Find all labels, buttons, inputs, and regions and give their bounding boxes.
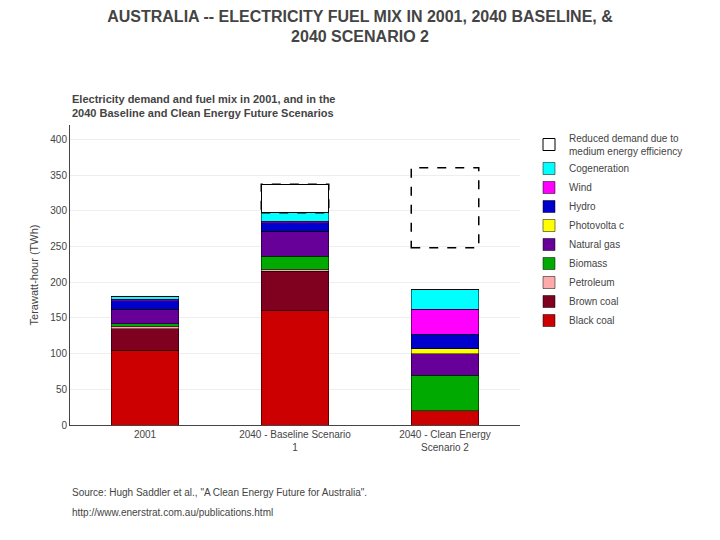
svg-text:200: 200 <box>50 277 67 288</box>
svg-text:250: 250 <box>50 241 67 252</box>
svg-text:Electricity demand and fuel mi: Electricity demand and fuel mix in 2001,… <box>72 93 335 119</box>
svg-text:Cogeneration: Cogeneration <box>569 163 629 174</box>
svg-text:150: 150 <box>50 312 67 323</box>
svg-text:AUSTRALIA -- ELECTRICITY FUEL: AUSTRALIA -- ELECTRICITY FUEL MIX IN 200… <box>107 8 613 46</box>
svg-text:350: 350 <box>50 170 67 181</box>
svg-text:300: 300 <box>50 205 67 216</box>
svg-text:400: 400 <box>50 134 67 145</box>
svg-text:Biomass: Biomass <box>569 258 607 269</box>
svg-text:http://www.enerstrat.com.au/pu: http://www.enerstrat.com.au/publications… <box>72 507 273 518</box>
svg-text:Petroleum: Petroleum <box>569 277 615 288</box>
svg-text:Wind: Wind <box>569 182 592 193</box>
svg-text:50: 50 <box>56 384 68 395</box>
svg-text:Photovolta c: Photovolta c <box>569 220 624 231</box>
svg-text:Brown coal: Brown coal <box>569 296 618 307</box>
svg-text:Terawatt-hour (TWh): Terawatt-hour (TWh) <box>28 225 40 326</box>
svg-text:Reduced demand due tomedium en: Reduced demand due tomedium energy effic… <box>569 133 682 157</box>
svg-text:0: 0 <box>61 420 67 431</box>
svg-text:2040 - Clean EnergyScenario 2: 2040 - Clean EnergyScenario 2 <box>399 429 491 453</box>
svg-text:Hydro: Hydro <box>569 201 596 212</box>
svg-text:Black coal: Black coal <box>569 315 615 326</box>
svg-text:Source: Hugh Saddler et al., ": Source: Hugh Saddler et al., "A Clean En… <box>72 487 367 498</box>
svg-text:Natural gas: Natural gas <box>569 239 620 250</box>
svg-text:2001: 2001 <box>134 429 157 440</box>
svg-text:100: 100 <box>50 348 67 359</box>
svg-text:2040 - Baseline Scenario1: 2040 - Baseline Scenario1 <box>239 429 351 453</box>
